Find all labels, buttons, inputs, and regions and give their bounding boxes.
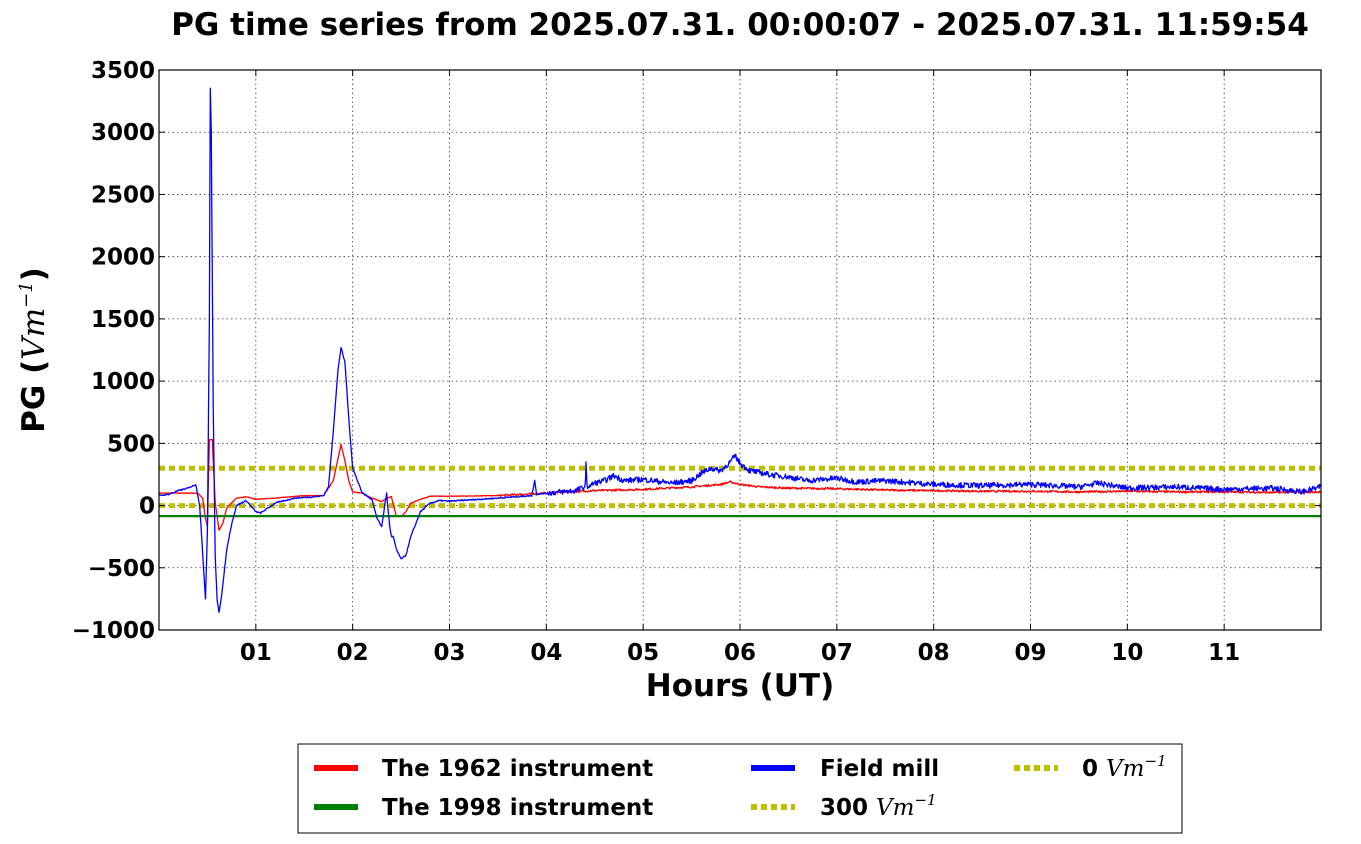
legend-label-0-exp: −1 [1144,752,1166,770]
y-tick-label: 1000 [91,369,155,395]
legend-entry-1962: The 1962 instrument [314,756,653,782]
legend-label-0-value: 0 [1082,756,1098,782]
series-line-field-mill [158,87,1322,614]
x-tick-label: 10 [1111,640,1143,666]
x-tick-label: 02 [337,640,369,666]
y-tick-label: −500 [88,556,155,582]
y-axis-label-unit: Vm [16,308,52,360]
legend-label-0: 0 Vm−1 [1082,752,1167,782]
legend-label-300-exp: −1 [914,791,936,809]
legend-entry-1998: The 1998 instrument [314,795,653,821]
legend-label-0-unit: Vm [1106,756,1144,782]
y-axis-label-suffix: ) [16,267,52,281]
y-tick-label: 500 [107,431,155,457]
legend: The 1962 instrument The 1998 instrument … [297,743,1183,834]
x-tick-label: 11 [1208,640,1240,666]
y-tick-label: 3500 [91,58,155,84]
y-tick-label: 2500 [91,182,155,208]
x-tick-label: 01 [240,640,272,666]
chart-title: PG time series from 2025.07.31. 00:00:07… [171,7,1309,43]
y-tick-label: −1000 [72,618,155,644]
series-lines [158,87,1322,614]
legend-entry-300: 300 Vm−1 [751,791,937,821]
x-tick-label: 06 [724,640,756,666]
x-tick-label: 07 [821,640,853,666]
x-tick-label: 03 [433,640,465,666]
legend-entry-field-mill: Field mill [751,756,939,782]
x-tick-label: 05 [627,640,659,666]
series-line-1962-instrument [158,438,1322,531]
x-tick-label: 04 [530,640,562,666]
legend-label-1998: The 1998 instrument [382,795,653,821]
legend-label-1962: The 1962 instrument [382,756,653,782]
x-axis-label: Hours (UT) [646,668,835,704]
y-axis-label-exp: −1 [16,281,37,308]
grid [159,70,1321,630]
x-tick-label: 09 [1014,640,1046,666]
legend-label-300-value: 300 [820,795,868,821]
legend-label-300-unit: Vm [876,795,914,821]
y-tick-label: 0 [139,494,155,520]
y-tick-label: 2000 [91,245,155,271]
y-axis-label: PG (Vm−1) [16,267,52,433]
y-tick-label: 3000 [91,120,155,146]
legend-frame [297,743,1183,834]
x-axis-ticks: 01 02 03 04 05 06 07 08 09 10 11 [240,70,1240,666]
y-axis-ticks: −1000 −500 0 500 1000 1500 2000 2500 3000 3500 [72,58,1321,644]
legend-label-field-mill: Field mill [820,756,939,782]
x-tick-label: 08 [918,640,950,666]
y-axis-label-prefix: PG ( [16,360,52,433]
legend-label-300: 300 Vm−1 [820,791,937,821]
y-tick-label: 1500 [91,307,155,333]
legend-entry-0: 0 Vm−1 [1014,752,1167,782]
